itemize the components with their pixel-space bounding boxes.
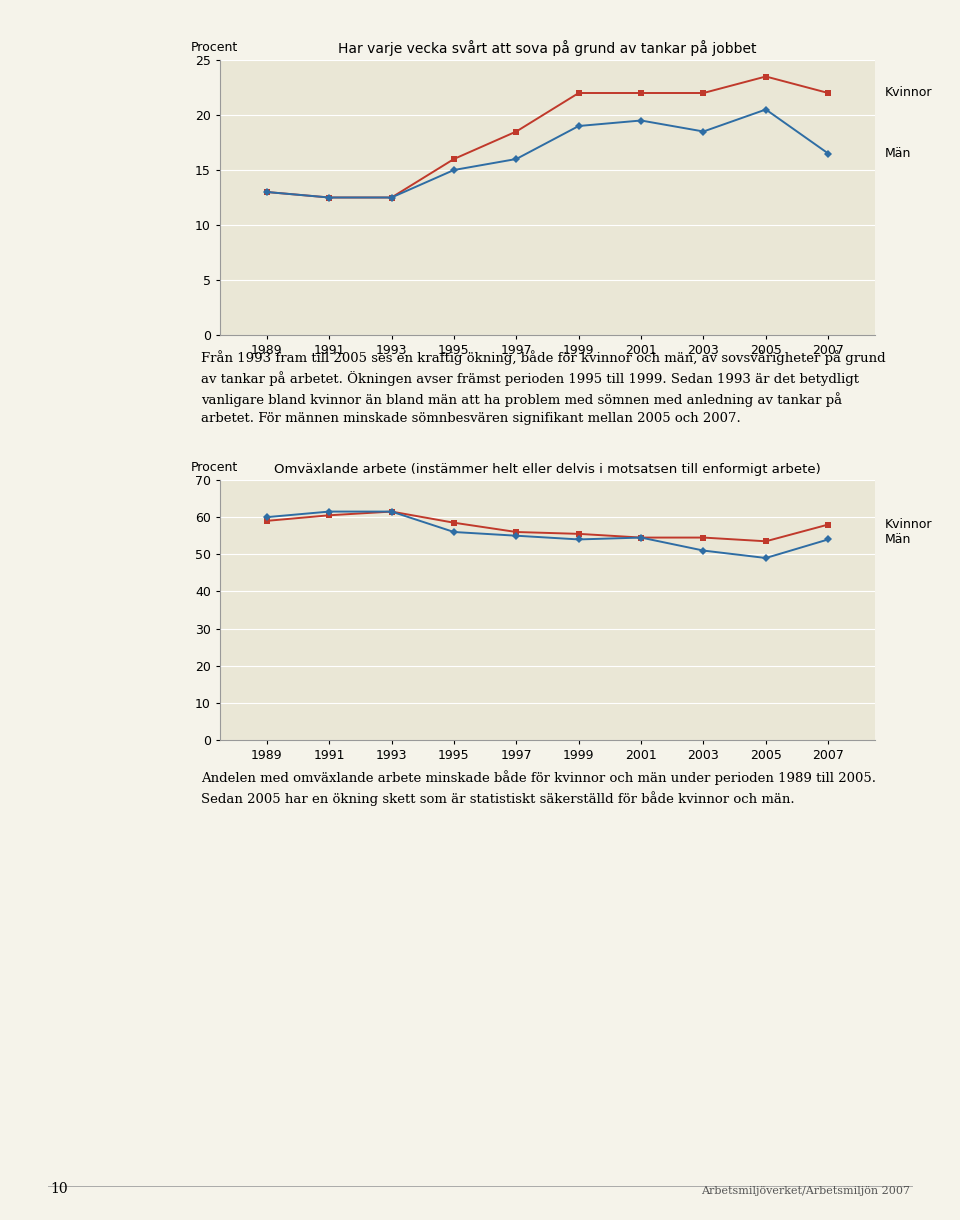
Text: Procent: Procent bbox=[191, 461, 238, 473]
Text: Kvinnor: Kvinnor bbox=[885, 87, 932, 100]
Text: 10: 10 bbox=[50, 1182, 67, 1196]
Text: Från 1993 fram till 2005 ses en kraftig ökning, både för kvinnor och män, av sov: Från 1993 fram till 2005 ses en kraftig … bbox=[201, 350, 885, 425]
Text: Andelen med omväxlande arbete minskade både för kvinnor och män under perioden 1: Andelen med omväxlande arbete minskade b… bbox=[201, 770, 876, 805]
Title: Omväxlande arbete (instämmer helt eller delvis i motsatsen till enformigt arbete: Omväxlande arbete (instämmer helt eller … bbox=[275, 464, 821, 476]
Text: Män: Män bbox=[885, 146, 911, 160]
Text: Kvinnor: Kvinnor bbox=[885, 518, 932, 531]
Title: Har varje vecka svårt att sova på grund av tankar på jobbet: Har varje vecka svårt att sova på grund … bbox=[338, 40, 756, 56]
Text: Arbetsmiljöverket/Arbetsmiljön 2007: Arbetsmiljöverket/Arbetsmiljön 2007 bbox=[701, 1186, 910, 1196]
Text: Män: Män bbox=[885, 533, 911, 545]
Text: Procent: Procent bbox=[191, 41, 238, 54]
